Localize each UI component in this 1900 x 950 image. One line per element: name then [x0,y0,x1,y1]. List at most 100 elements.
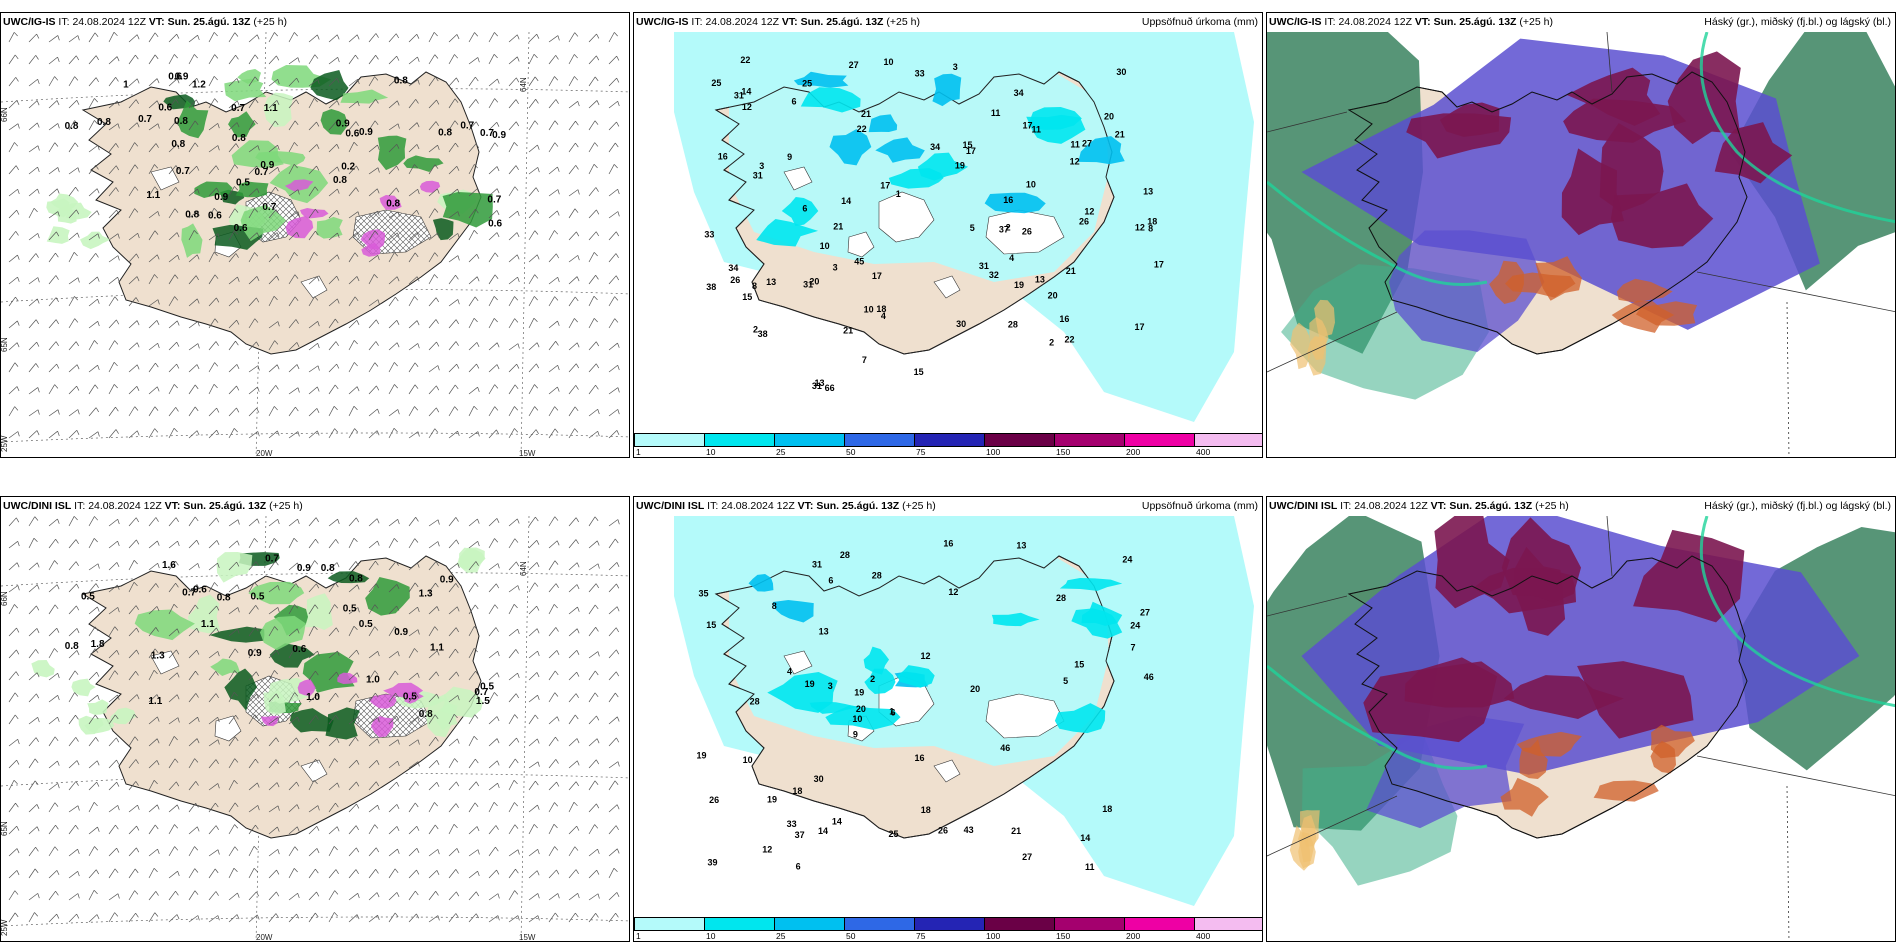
model-label: UWC/IG-IS [636,16,689,28]
precip-value-label: 13 [819,627,829,637]
panel-header: UWC/DINI ISL IT: 24.08.2024 12Z VT: Sun.… [634,497,1262,516]
precip-value-label: 18 [1102,804,1112,814]
colorbar-label: 25 [776,931,786,941]
valid-time: Sun. 25.ágú. 13Z [800,16,884,28]
wind-value-label: 0.5 [359,619,373,630]
precip-value-label: 9 [853,730,858,740]
colorbar-label: 1 [636,931,641,941]
wind-value-label: 0.8 [174,116,188,127]
precip-value-label: 4 [1009,253,1014,263]
wind-value-label: 0.6 [234,223,248,234]
model-label: UWC/IG-IS [3,16,56,28]
precip-value-label: 33 [704,229,714,239]
wind-value-label: 0.7 [231,103,245,114]
precip-value-label: 8 [772,601,777,611]
precip-value-label: 2 [870,674,875,684]
colorbar-label: 1 [636,447,641,457]
precip-value-label: 25 [711,78,721,88]
precip-map: 1333271519262821352843462439141920371118… [674,516,1254,906]
wind-value-label: 0.7 [176,166,190,177]
precip-value-label: 5 [970,223,975,233]
wind-value-label: 1.8 [91,639,105,650]
precip-value-label: 12 [742,102,752,112]
cloud-map [1267,32,1895,457]
issue-time: 24.08.2024 12Z [1338,16,1412,28]
wind-value-label: 0.5 [403,692,417,703]
colorbar-label: 10 [706,931,716,941]
colorbar-label: 25 [776,447,786,457]
valid-time: Sun. 25.ágú. 13Z [183,500,267,512]
precip-value-label: 19 [805,679,815,689]
colorbar-swatch [1124,917,1195,931]
wind-value-label: 1 [123,79,129,90]
wind-value-label: 1.5 [476,696,490,707]
precip-value-label: 28 [840,550,850,560]
wind-value-label: 0.5 [81,592,95,603]
precip-value-label: 46 [1144,672,1154,682]
wind-value-label: 0.8 [394,75,408,86]
wind-value-label: 0.9 [336,119,350,130]
precip-colorbar: 1 10 25 50 75 100 150 200 400 [634,915,1262,941]
precip-value-label: 39 [707,858,717,868]
model-label: UWC/DINI ISL [3,500,72,512]
precip-value-label: 22 [857,124,867,134]
colorbar-swatch [1054,433,1125,447]
precip-value-label: 26 [1022,227,1032,237]
colorbar-swatch [844,433,915,447]
precip-value-label: 32 [989,270,999,280]
axis-label: 20W [256,449,273,458]
precip-value-label: 20 [1104,111,1114,121]
wind-value-label: 1.1 [146,190,160,201]
wind-value-label: 0.8 [97,117,111,128]
precip-value-label: 6 [792,96,797,106]
precip-value-label: 15 [706,620,716,630]
wind-value-label: 0.6 [488,219,502,230]
wind-value-label: 0.9 [260,160,274,171]
precip-value-label: 16 [1003,195,1013,205]
precip-value-label: 11 [1070,139,1080,149]
precip-value-label: 12 [762,844,772,854]
valid-time: Sun. 25.ágú. 13Z [167,16,251,28]
colorbar-swatch [844,917,915,931]
precip-value-label: 28 [872,571,882,581]
lead-time: (+25 h) [269,500,303,512]
lead-time: (+25 h) [253,16,287,28]
wind-value-label: 0.8 [321,563,335,574]
precip-value-label: 13 [1143,187,1153,197]
precip-value-label: 21 [861,109,871,119]
precip-value-label: 31 [812,559,822,569]
colorbar-label: 50 [846,447,856,457]
precip-value-label: 16 [1059,314,1069,324]
colorbar-label: 150 [1056,931,1071,941]
wind-value-label: 0.7 [474,687,488,698]
panel-header: UWC/DINI ISL IT: 24.08.2024 12Z VT: Sun.… [1267,497,1895,516]
axis-label: 65N [1,821,9,836]
precip-value-label: 26 [1079,217,1089,227]
precip-value-label: 19 [955,161,965,171]
wind-value-label: 0.8 [386,199,400,210]
precip-value-label: 17 [966,146,976,156]
precip-value-label: 26 [709,795,719,805]
colorbar-label: 150 [1056,447,1071,457]
precip-value-label: 4 [881,311,886,321]
precip-value-label: 27 [849,60,859,70]
precip-value-label: 18 [792,786,802,796]
precip-value-label: 12 [1084,207,1094,217]
precip-value-label: 24 [1130,620,1140,630]
colorbar-swatch [1194,433,1262,447]
precip-value-label: 12 [920,651,930,661]
precip-value-label: 16 [915,753,925,763]
valid-time: Sun. 25.ágú. 13Z [816,500,900,512]
wind-value-label: 0.8 [419,709,433,720]
precip-value-label: 26 [938,826,948,836]
issue-time: 24.08.2024 12Z [1354,500,1428,512]
valid-time: Sun. 25.ágú. 13Z [1449,500,1533,512]
precip-value-label: 19 [1014,280,1024,290]
lead-time: (+25 h) [886,16,920,28]
precip-value-label: 25 [802,78,812,88]
issue-time: 24.08.2024 12Z [721,500,795,512]
map-title: Uppsöfnuð úrkoma (mm) [1141,16,1258,28]
colorbar-label: 10 [706,447,716,457]
axis-label: 64N [519,561,528,576]
